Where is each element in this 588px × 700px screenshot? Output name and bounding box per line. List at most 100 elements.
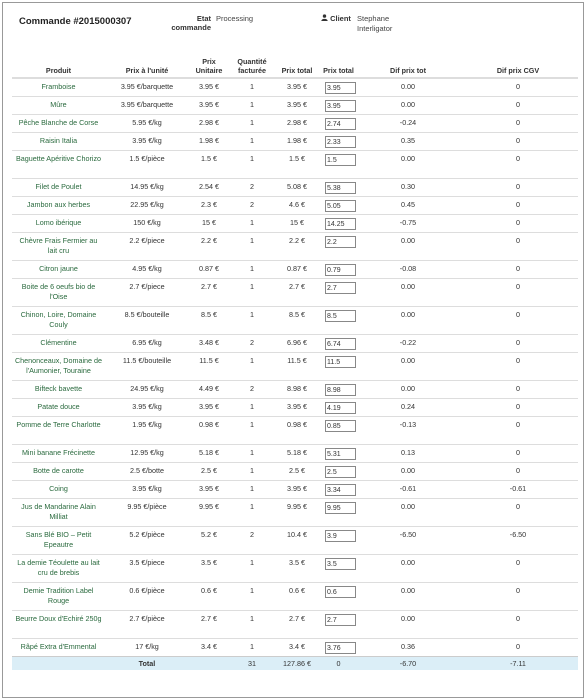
total-price-input[interactable]	[325, 200, 356, 212]
quantity-billed: 1	[229, 610, 275, 639]
total-price-input-cell	[319, 114, 358, 133]
total-price-input[interactable]	[325, 384, 356, 396]
diff-total: 0.00	[358, 554, 458, 583]
product-name: Chinon, Loire, Domaine Couly	[12, 306, 105, 335]
total-price-input[interactable]	[325, 218, 356, 230]
product-name: Lomo ibérique	[12, 214, 105, 233]
diff-total: -0.61	[358, 480, 458, 499]
unit-price-value: 3.95 €	[189, 96, 229, 115]
total-price-input[interactable]	[325, 356, 356, 368]
diff-cgv: 0	[458, 582, 578, 611]
total-price: 3.4 €	[275, 638, 319, 657]
total-price-input[interactable]	[325, 448, 356, 460]
total-price-input[interactable]	[325, 182, 356, 194]
product-name: Citron jaune	[12, 260, 105, 279]
total-price-input-cell	[319, 352, 358, 381]
column-header: Dif prix CGV	[458, 51, 578, 79]
total-price-input[interactable]	[325, 310, 356, 322]
total-price-input[interactable]	[325, 136, 356, 148]
product-name: Baguette Apéritive Chorizo	[12, 150, 105, 179]
unit-price: 14.95 €/kg	[105, 178, 189, 197]
total-price-input-cell	[319, 214, 358, 233]
table-row: Sans Blé BIO – Petit Epeautre 5.2 €/pièce…	[12, 526, 578, 555]
unit-price-value: 8.5 €	[189, 306, 229, 335]
client-value: Stephane Interligator	[357, 14, 393, 33]
total-price-input[interactable]	[325, 154, 356, 166]
diff-cgv: -6.50	[458, 526, 578, 555]
unit-price-value: 2.5 €	[189, 462, 229, 481]
total-price-input[interactable]	[325, 614, 356, 626]
diff-total: 0.00	[358, 150, 458, 179]
diff-cgv: 0	[458, 260, 578, 279]
quantity-billed: 1	[229, 498, 275, 527]
diff-total: -0.08	[358, 260, 458, 279]
total-price-input[interactable]	[325, 642, 356, 654]
quantity-billed: 1	[229, 444, 275, 463]
quantity-billed: 1	[229, 582, 275, 611]
product-name: La demie Téoulette au lait cru de brebis	[12, 554, 105, 583]
total-price-input[interactable]	[325, 530, 356, 542]
table-row: Chèvre Frais Fermier au lait cru 2.2 €/pi…	[12, 232, 578, 261]
client-label: Client	[330, 14, 351, 23]
total-price: 3.95 €	[275, 77, 319, 97]
total-price: 3.95 €	[275, 480, 319, 499]
product-name: Jambon aux herbes	[12, 196, 105, 215]
total-price-input-cell	[319, 462, 358, 481]
column-header: Prix total	[275, 51, 319, 79]
total-price-input[interactable]	[325, 420, 356, 432]
total-price: 2.2 €	[275, 232, 319, 261]
unit-price-value: 5.18 €	[189, 444, 229, 463]
total-price-input[interactable]	[325, 586, 356, 598]
unit-price-value: 9.95 €	[189, 498, 229, 527]
diff-total: 0.00	[358, 306, 458, 335]
total-price-input[interactable]	[325, 402, 356, 414]
total-price-input[interactable]	[325, 236, 356, 248]
unit-price-value: 3.95 €	[189, 77, 229, 97]
total-price-input[interactable]	[325, 558, 356, 570]
total-price-input[interactable]	[325, 264, 356, 276]
user-icon	[320, 14, 328, 23]
table-row: Jus de Mandarine Alain Milliat 9.95 €/piè…	[12, 498, 578, 527]
unit-price-value: 2.2 €	[189, 232, 229, 261]
total-price-input[interactable]	[325, 338, 356, 350]
total-price: 11.5 €	[275, 352, 319, 381]
total-price-input-cell	[319, 610, 358, 639]
total-price-input-cell	[319, 334, 358, 353]
total-price: 4.6 €	[275, 196, 319, 215]
diff-cgv: 0	[458, 398, 578, 417]
order-lines-table: Produit Prix à l'unité Prix Unitaire Quanti…	[12, 51, 578, 670]
unit-price: 8.5 €/bouteille	[105, 306, 189, 335]
product-name: Sans Blé BIO – Petit Epeautre	[12, 526, 105, 555]
unit-price-value: 3.4 €	[189, 638, 229, 657]
total-price-input-cell	[319, 260, 358, 279]
total-price-input[interactable]	[325, 466, 356, 478]
total-empty	[189, 656, 229, 670]
unit-price-value: 0.87 €	[189, 260, 229, 279]
diff-cgv: 0	[458, 96, 578, 115]
quantity-billed: 2	[229, 334, 275, 353]
total-price-input-cell	[319, 178, 358, 197]
unit-price-value: 1.5 €	[189, 150, 229, 179]
total-price-input[interactable]	[325, 118, 356, 130]
diff-cgv: 0	[458, 554, 578, 583]
unit-price: 0.6 €/pièce	[105, 582, 189, 611]
quantity-billed: 1	[229, 77, 275, 97]
diff-total: 0.30	[358, 178, 458, 197]
total-price: 2.7 €	[275, 610, 319, 639]
quantity-billed: 1	[229, 232, 275, 261]
unit-price: 150 €/kg	[105, 214, 189, 233]
unit-price: 2.5 €/botte	[105, 462, 189, 481]
total-price-input-cell	[319, 306, 358, 335]
total-price-input[interactable]	[325, 100, 356, 112]
quantity-billed: 2	[229, 178, 275, 197]
total-price-input[interactable]	[325, 82, 356, 94]
total-price-input[interactable]	[325, 502, 356, 514]
diff-cgv: 0	[458, 462, 578, 481]
total-price-input-cell	[319, 480, 358, 499]
total-price-input[interactable]	[325, 484, 356, 496]
unit-price: 22.95 €/kg	[105, 196, 189, 215]
quantity-billed: 1	[229, 480, 275, 499]
total-price-input[interactable]	[325, 282, 356, 294]
